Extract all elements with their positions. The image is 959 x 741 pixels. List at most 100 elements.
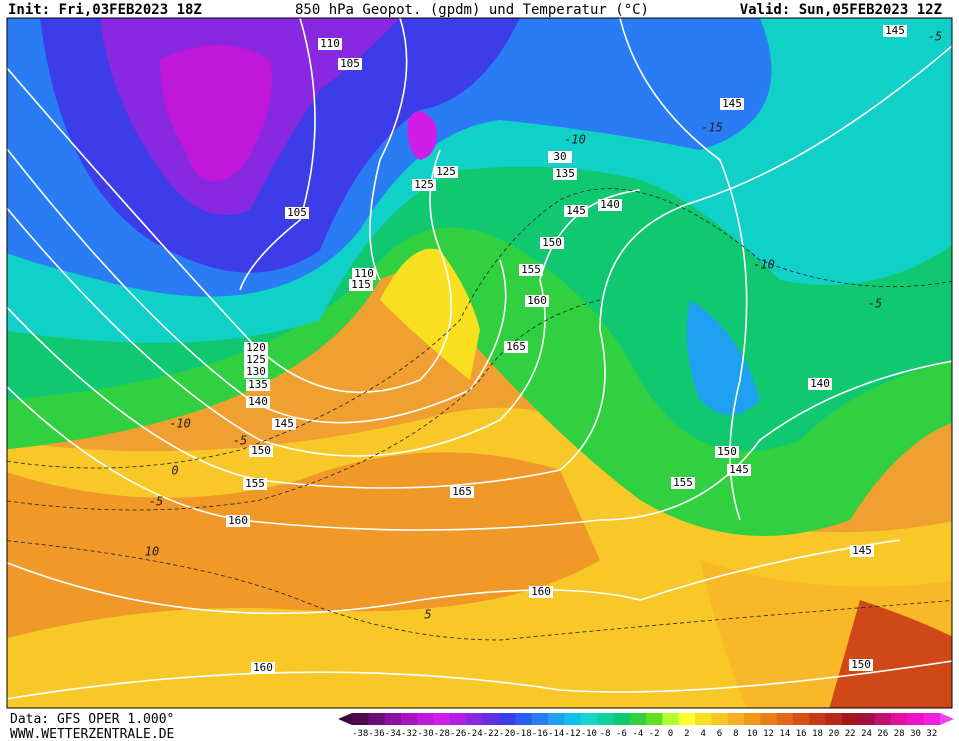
- geopotential-label: 155: [519, 263, 543, 276]
- temperature-label: -15: [701, 121, 723, 135]
- label-text: 165: [452, 485, 472, 498]
- label-text: 155: [521, 263, 541, 276]
- colorbar-tick-label: 24: [861, 729, 872, 739]
- geopotential-label: 150: [849, 658, 873, 671]
- label-text: 120: [246, 341, 266, 354]
- colorbar-swatch: [776, 713, 794, 725]
- geopotential-label: 125: [434, 165, 458, 178]
- colorbar-swatch: [923, 713, 941, 725]
- colorbar-tick-label: 14: [779, 729, 790, 739]
- label-box: [434, 166, 458, 178]
- label-box: [671, 477, 695, 489]
- label-text: 145: [566, 204, 586, 217]
- label-box: [548, 151, 572, 163]
- geopotential-label: 130: [244, 365, 268, 378]
- colorbar-tick-label: -10: [581, 729, 597, 739]
- geopotential-label: 145: [883, 24, 907, 37]
- temperature-label: -10: [169, 417, 191, 431]
- geopotential-label: 160: [251, 661, 275, 674]
- label-box: [244, 366, 268, 378]
- geopotential-label: 145: [272, 417, 296, 430]
- label-box: [450, 486, 474, 498]
- label-box: [244, 354, 268, 366]
- colorbar-swatch: [646, 713, 663, 725]
- label-box: [529, 586, 553, 598]
- geopotential-label: 165: [450, 485, 474, 498]
- colorbar-tick-label: 30: [910, 729, 921, 739]
- label-box: [525, 295, 549, 307]
- label-text: 130: [246, 365, 266, 378]
- colorbar-swatch: [433, 713, 451, 725]
- label-box: [318, 38, 342, 50]
- label-text: 110: [354, 267, 374, 280]
- label-box: [598, 199, 622, 211]
- label-text: 115: [351, 278, 371, 291]
- colorbar-tick-label: 26: [877, 729, 888, 739]
- label-box: [540, 237, 564, 249]
- geopotential-label: 110: [318, 37, 342, 50]
- colorbar-tick-label: 32: [926, 729, 937, 739]
- geopotential-label: 125: [244, 353, 268, 366]
- temperature-label: 5: [424, 608, 431, 622]
- website: WWW.WETTERZENTRALE.DE: [10, 727, 174, 741]
- geopotential-label: 125: [412, 178, 436, 191]
- colorbar-tick-label: -18: [515, 729, 531, 739]
- label-box: [808, 378, 832, 390]
- colorbar-swatch: [548, 713, 565, 725]
- colorbar-swatch: [597, 713, 614, 725]
- label-text: 145: [729, 463, 749, 476]
- colorbar-swatch: [662, 713, 680, 725]
- colorbar-tick-label: -4: [632, 729, 643, 739]
- colorbar-swatch: [629, 713, 647, 725]
- geopotential-label: 105: [338, 57, 362, 70]
- map-frame: [6, 17, 953, 709]
- label-text: 160: [228, 514, 248, 527]
- geopotential-label: 145: [850, 544, 874, 557]
- colorbar-swatch: [825, 713, 843, 725]
- colorbar-swatch: [613, 713, 631, 725]
- label-box: [352, 268, 376, 280]
- colorbar-arrow-high: [940, 713, 954, 725]
- colorbar-tick-label: -22: [483, 729, 499, 739]
- colorbar-tick-label: -14: [548, 729, 564, 739]
- label-box: [850, 545, 874, 557]
- label-text: 160: [253, 661, 273, 674]
- init-time: Init: Fri,03FEB2023 18Z: [8, 2, 202, 18]
- label-text: 150: [851, 658, 871, 671]
- label-text: 105: [287, 206, 307, 219]
- geopotential-label: 30: [548, 150, 572, 163]
- valid-time: Valid: Sun,05FEB2023 12Z: [740, 2, 942, 18]
- label-box: [226, 515, 250, 527]
- label-text: 160: [531, 585, 551, 598]
- colorbar-tick-label: 0: [668, 729, 673, 739]
- label-box: [519, 264, 543, 276]
- label-text: 165: [506, 340, 526, 353]
- geopotential-label: 150: [249, 444, 273, 457]
- label-text: 155: [673, 476, 693, 489]
- label-text: 110: [320, 37, 340, 50]
- label-text: 135: [555, 167, 575, 180]
- label-box: [285, 207, 309, 219]
- colorbar-swatch: [499, 713, 516, 725]
- label-text: 125: [436, 165, 456, 178]
- colorbar-tick-label: -2: [649, 729, 660, 739]
- colorbar-tick-label: -24: [466, 729, 482, 739]
- colorbar-swatch: [809, 713, 827, 725]
- colorbar-tick-label: -36: [368, 729, 384, 739]
- map-title: 850 hPa Geopot. (gpdm) und Temperatur (°…: [295, 2, 649, 18]
- geopotential-label: 145: [727, 463, 751, 476]
- label-text: 145: [885, 24, 905, 37]
- colorbar-tick-label: -6: [616, 729, 627, 739]
- label-box: [349, 279, 373, 291]
- label-box: [246, 379, 270, 391]
- temperature-label: -5: [149, 495, 163, 509]
- temperature-label: 10: [145, 545, 159, 559]
- colorbar-swatch: [744, 713, 761, 725]
- colorbar-swatch: [401, 713, 418, 725]
- geopotential-label: 135: [553, 167, 577, 180]
- label-box: [251, 662, 275, 674]
- label-text: 145: [274, 417, 294, 430]
- label-text: 150: [717, 445, 737, 458]
- geopotential-label: 145: [720, 97, 744, 110]
